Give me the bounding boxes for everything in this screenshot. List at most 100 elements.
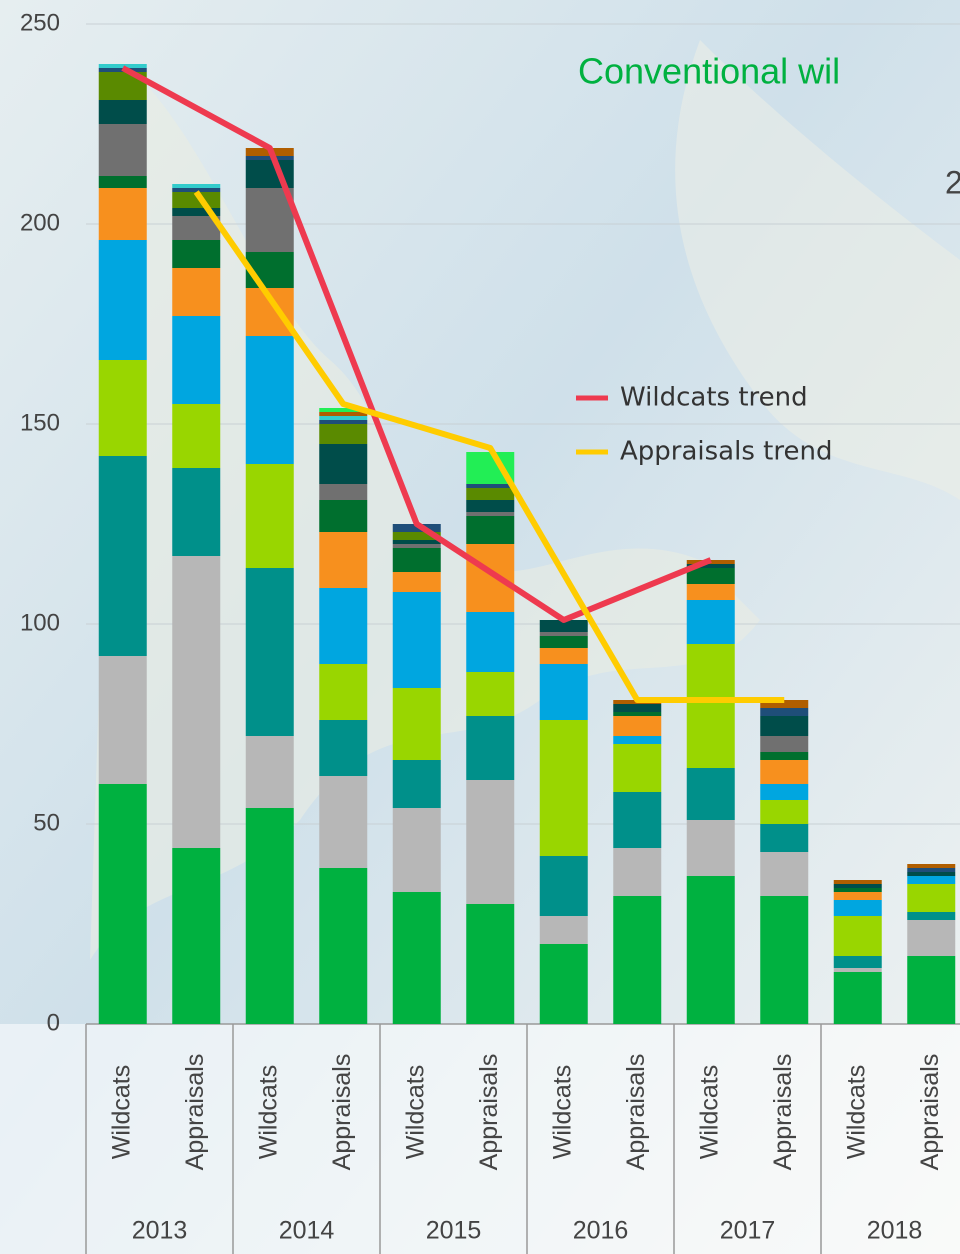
bar-segment <box>833 884 882 888</box>
chart-title: Conventional wil <box>578 51 840 92</box>
bar-segment <box>466 544 515 612</box>
bar-segment <box>319 444 368 484</box>
bar-segment <box>98 64 147 68</box>
y-tick-label: 150 <box>20 409 60 436</box>
bar-segment <box>466 904 515 1024</box>
bar-segment <box>319 416 368 420</box>
bar-segment <box>392 540 441 544</box>
bar-segment <box>907 956 956 1024</box>
bar-segment <box>172 468 221 556</box>
bar-segment <box>760 896 809 1024</box>
bar-segment <box>466 516 515 544</box>
y-tick-label: 250 <box>20 9 60 36</box>
bar-segment <box>686 568 735 584</box>
bar-segment <box>172 240 221 268</box>
bar-segment <box>172 188 221 192</box>
bar-segment <box>760 736 809 752</box>
bar-segment <box>539 636 588 648</box>
bar-segment <box>686 876 735 1024</box>
bar-segment <box>98 100 147 124</box>
group-label: 2017 <box>720 1217 776 1245</box>
bar-segment <box>245 336 294 464</box>
bar-segment <box>760 700 809 708</box>
bar-segment <box>686 564 735 568</box>
bar-segment <box>319 868 368 1024</box>
bar-segment <box>907 864 956 868</box>
bar-segment <box>907 872 956 876</box>
bar-segment <box>760 760 809 784</box>
bar-segment <box>319 720 368 776</box>
bar-segment <box>613 896 662 1024</box>
bar-segment <box>686 644 735 768</box>
bar-segment <box>392 808 441 892</box>
group-label: 2016 <box>573 1217 629 1245</box>
bar-segment <box>319 484 368 500</box>
group-label: 2018 <box>867 1217 923 1245</box>
bar-segment <box>760 824 809 852</box>
bar-segment <box>466 612 515 672</box>
x-tick-label: Wildcats <box>695 1065 723 1159</box>
bar-segment <box>466 780 515 904</box>
bar-segment <box>539 648 588 664</box>
bar-segment <box>392 572 441 592</box>
group-label: 2013 <box>132 1217 188 1245</box>
x-tick-label: Wildcats <box>107 1065 135 1159</box>
bar-segment <box>833 900 882 916</box>
bar-segment <box>833 968 882 972</box>
bar-segment <box>98 784 147 1024</box>
bar-segment <box>833 916 882 956</box>
bar-segment <box>833 972 882 1024</box>
bar-segment <box>319 664 368 720</box>
label-area <box>0 1024 960 1254</box>
bar-segment <box>686 820 735 876</box>
bar-segment <box>539 916 588 944</box>
trend-line <box>121 65 712 623</box>
bar-segment <box>319 588 368 664</box>
bar-segment <box>245 464 294 568</box>
bar-segment <box>613 744 662 792</box>
x-tick-label: Appraisals <box>769 1054 797 1171</box>
bar-segment <box>539 720 588 856</box>
bar-segment <box>392 592 441 688</box>
bar-segment <box>613 712 662 716</box>
bar-segment <box>98 188 147 240</box>
bar-segment <box>833 888 882 892</box>
bar-segment <box>98 240 147 360</box>
bar-segment <box>760 708 809 716</box>
bar-segment <box>319 412 368 416</box>
bar-segment <box>98 360 147 456</box>
x-tick-label: Appraisals <box>181 1054 209 1171</box>
bar-segment <box>245 568 294 736</box>
bar-segment <box>172 316 221 404</box>
bar-segment <box>833 956 882 968</box>
bar-segment <box>760 852 809 896</box>
x-tick-label: Appraisals <box>622 1054 650 1171</box>
bar-segment <box>760 716 809 736</box>
y-tick-label: 200 <box>20 209 60 236</box>
bar-segment <box>392 548 441 572</box>
bar-segment <box>466 716 515 780</box>
bar-segment <box>466 512 515 516</box>
bar-segment <box>392 760 441 808</box>
y-tick-label: 0 <box>47 1009 60 1036</box>
bar-segment <box>686 584 735 600</box>
bar-segment <box>466 488 515 500</box>
y-tick-label: 100 <box>20 609 60 636</box>
bar-segment <box>319 420 368 424</box>
bar-segment <box>172 404 221 468</box>
bar-segment <box>466 484 515 488</box>
bar-segment <box>98 124 147 176</box>
map-land <box>675 40 960 500</box>
bar-segment <box>686 768 735 820</box>
bar-segment <box>245 808 294 1024</box>
bar-segment <box>613 716 662 736</box>
bar-segment <box>539 620 588 632</box>
x-tick-label: Appraisals <box>475 1054 503 1171</box>
x-tick-label: Wildcats <box>842 1065 870 1159</box>
bar-segment <box>466 672 515 716</box>
bar-segment <box>392 544 441 548</box>
bar-segment <box>392 688 441 760</box>
bar-segment <box>172 192 221 208</box>
bar-segment <box>392 524 441 532</box>
x-tick-label: Appraisals <box>328 1054 356 1171</box>
